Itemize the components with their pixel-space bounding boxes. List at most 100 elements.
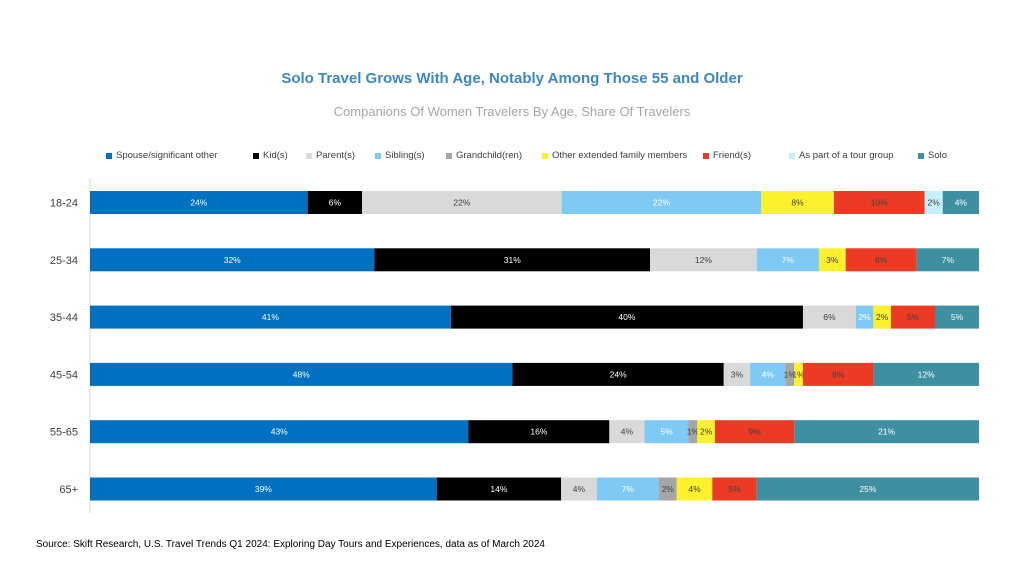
- data-label: 9%: [748, 427, 761, 437]
- category-label: 55-65: [50, 427, 78, 439]
- source-note: Source: Skift Research, U.S. Travel Tren…: [36, 539, 545, 550]
- bar-segment: [924, 191, 943, 214]
- legend-swatch: [106, 152, 112, 159]
- chart-legend: Spouse/significant other Kid(s) Parent(s) S…: [106, 150, 1006, 162]
- chart-subtitle: Companions Of Women Travelers By Age, Sh…: [333, 104, 691, 119]
- category-label: 35-44: [50, 312, 78, 324]
- bar-segment: [942, 191, 979, 214]
- data-label: 43%: [271, 427, 288, 437]
- legend-item: Parent(s): [306, 150, 355, 161]
- data-label: 1%: [687, 427, 700, 437]
- data-label: 5%: [907, 312, 920, 322]
- bar-segment: [436, 477, 562, 501]
- legend-item: Solo: [918, 150, 947, 161]
- data-label: 2%: [876, 312, 889, 322]
- bar-segment: [712, 477, 757, 501]
- legend-item: Other extended family members: [542, 150, 687, 161]
- data-label: 5%: [660, 427, 673, 437]
- data-label: 14%: [490, 484, 507, 494]
- bar-segment: [934, 305, 979, 329]
- bar-segment: [650, 248, 757, 272]
- data-label: 6%: [329, 198, 342, 208]
- bar-segment: [658, 477, 677, 501]
- data-label: 2%: [662, 484, 675, 494]
- legend-label: Other extended family members: [552, 150, 688, 161]
- bar-segment: [90, 420, 469, 444]
- bar-segment: [90, 477, 437, 501]
- bar-segment: [756, 477, 979, 501]
- legend-swatch: [375, 152, 381, 159]
- data-label: 6%: [823, 312, 836, 322]
- bar-segment: [90, 305, 451, 329]
- category-label: 65+: [59, 484, 78, 496]
- legend-swatch: [306, 152, 312, 159]
- bar-segment: [916, 248, 979, 272]
- data-label: 12%: [918, 369, 935, 379]
- data-label: 8%: [832, 369, 845, 379]
- category-label: 25-34: [50, 255, 78, 267]
- data-label: 10%: [871, 198, 888, 208]
- bar-segment: [714, 420, 795, 444]
- legend-swatch: [542, 152, 548, 159]
- data-label: 7%: [782, 255, 795, 265]
- data-label: 3%: [731, 369, 744, 379]
- bar-segment: [750, 362, 786, 386]
- data-label: 2%: [927, 198, 940, 208]
- chart-title: Solo Travel Grows With Age, Notably Amon…: [281, 70, 743, 87]
- legend-label: Kid(s): [263, 150, 288, 161]
- data-label: 22%: [453, 198, 470, 208]
- bar-segment: [833, 191, 925, 214]
- bar-segment: [609, 420, 645, 444]
- bar-segment: [802, 305, 856, 329]
- bar-segment: [676, 477, 713, 501]
- legend-item: Friend(s): [703, 150, 751, 161]
- bar-segment: [688, 420, 698, 444]
- legend-label: Sibling(s): [385, 150, 425, 161]
- bar-segment: [450, 305, 803, 329]
- data-label: 21%: [878, 427, 895, 437]
- bar-segment: [785, 362, 795, 386]
- data-label: 39%: [255, 484, 272, 494]
- data-label: 4%: [621, 427, 634, 437]
- data-label: 4%: [688, 484, 701, 494]
- bar-segment: [723, 362, 751, 386]
- legend-item: Grandchild(ren): [446, 150, 522, 161]
- bar-segment: [873, 305, 891, 329]
- data-label: 41%: [262, 312, 279, 322]
- bar-segment: [761, 191, 834, 214]
- legend-item: Kid(s): [253, 150, 288, 161]
- legend-item: Sibling(s): [375, 150, 425, 161]
- legend-swatch: [918, 152, 924, 159]
- legend-label: Parent(s): [316, 150, 356, 161]
- legend-label: Solo: [928, 150, 948, 161]
- legend-swatch: [703, 152, 709, 159]
- bar-segment: [845, 248, 917, 272]
- bar-segment: [873, 362, 979, 386]
- bar-segment: [596, 477, 659, 501]
- data-label: 8%: [791, 198, 804, 208]
- bar-segment: [890, 305, 935, 329]
- legend-item: Spouse/significant other: [106, 150, 217, 161]
- data-label: 48%: [293, 369, 310, 379]
- data-label: 2%: [858, 312, 871, 322]
- data-label: 5%: [728, 484, 741, 494]
- bar-segment: [90, 191, 308, 214]
- data-label: 3%: [826, 255, 839, 265]
- data-label: 4%: [573, 484, 586, 494]
- bar-segment: [512, 362, 724, 386]
- data-label: 25%: [859, 484, 876, 494]
- data-label: 24%: [190, 198, 207, 208]
- bar-segment: [855, 305, 874, 329]
- bar-segment: [794, 420, 979, 444]
- bar-segment: [818, 248, 846, 272]
- data-label: 4%: [762, 369, 775, 379]
- bar-segment: [561, 191, 762, 214]
- legend-label: Spouse/significant other: [116, 150, 218, 161]
- data-label: 24%: [610, 369, 627, 379]
- bar-segment: [90, 362, 513, 386]
- bar-segment: [756, 248, 819, 272]
- data-label: 7%: [942, 255, 955, 265]
- category-label: 18-24: [50, 198, 78, 210]
- data-label: 8%: [875, 255, 888, 265]
- legend-label: Friend(s): [713, 150, 752, 161]
